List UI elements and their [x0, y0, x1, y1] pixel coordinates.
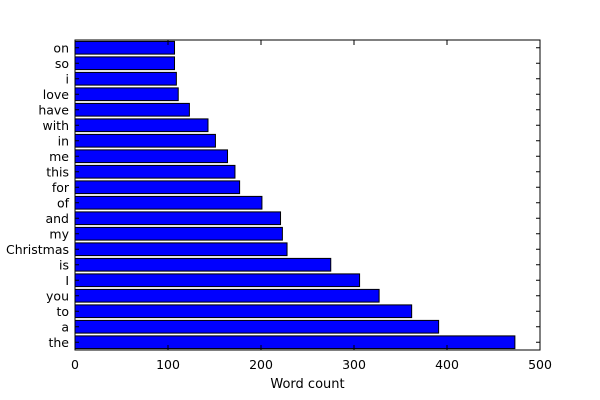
ticks-layer: theatoyouIisChristmasmyandofforthismeinw…	[6, 40, 552, 372]
bar-5	[74, 257, 332, 272]
bar-3	[74, 288, 380, 303]
y-tick-label-3: you	[46, 288, 69, 303]
x-tick-label-2: 200	[249, 357, 273, 372]
y-tick-label-1: a	[61, 319, 69, 334]
bar-8	[74, 211, 282, 226]
bar-17	[74, 71, 177, 86]
bar-2	[74, 304, 413, 319]
y-tick-label-2: to	[56, 304, 69, 319]
bar-18	[74, 56, 176, 71]
y-tick-label-15: have	[38, 102, 69, 117]
x-tick-label-0: 0	[71, 357, 79, 372]
x-tick-label-1: 100	[156, 357, 180, 372]
y-tick-label-17: i	[66, 71, 69, 86]
bar-15	[74, 102, 190, 117]
bar-4	[74, 273, 361, 288]
bar-12	[74, 149, 229, 164]
x-tick-label-5: 500	[528, 357, 552, 372]
bar-1	[74, 319, 440, 334]
bar-13	[74, 133, 216, 148]
bar-11	[74, 164, 236, 179]
y-tick-label-4: I	[65, 273, 69, 288]
y-tick-label-8: and	[45, 211, 69, 226]
y-tick-label-6: Christmas	[6, 242, 69, 257]
bar-14	[74, 118, 209, 133]
x-tick-label-3: 300	[342, 357, 366, 372]
y-tick-label-7: my	[49, 226, 69, 241]
y-tick-label-0: the	[48, 335, 69, 350]
bar-0	[74, 335, 516, 350]
bar-16	[74, 87, 179, 102]
x-tick-label-4: 400	[435, 357, 459, 372]
y-tick-label-19: on	[53, 40, 69, 55]
y-tick-label-18: so	[55, 56, 69, 71]
y-tick-label-12: me	[49, 149, 69, 164]
y-tick-label-14: with	[42, 118, 69, 133]
bars-layer	[74, 40, 516, 350]
y-tick-label-5: is	[59, 257, 69, 272]
y-tick-label-13: in	[58, 133, 69, 148]
y-tick-label-9: of	[57, 195, 70, 210]
bar-10	[74, 180, 241, 195]
y-tick-label-11: this	[46, 164, 69, 179]
x-axis-label: Word count	[270, 377, 344, 392]
bar-9	[74, 195, 263, 210]
bar-6	[74, 242, 288, 257]
y-tick-label-16: love	[43, 87, 70, 102]
bar-7	[74, 226, 283, 241]
bar-19	[74, 40, 176, 55]
plot-frame	[74, 39, 541, 351]
y-tick-label-10: for	[52, 180, 70, 195]
